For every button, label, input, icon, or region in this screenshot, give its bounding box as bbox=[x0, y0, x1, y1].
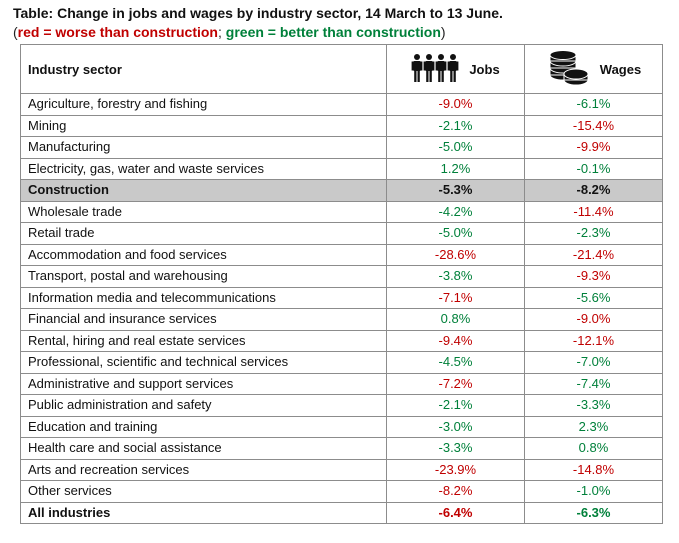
sector-cell: Transport, postal and warehousing bbox=[20, 265, 387, 288]
jobs-cell: -5.0% bbox=[386, 136, 525, 159]
wages-cell: -8.2% bbox=[524, 179, 663, 202]
jobs-cell: -2.1% bbox=[386, 394, 525, 417]
sector-cell: Other services bbox=[20, 480, 387, 503]
table-row: Public administration and safety -2.1% -3.… bbox=[20, 394, 663, 417]
legend-green-label: green = better than construction bbox=[225, 24, 441, 40]
sector-cell: Health care and social assistance bbox=[20, 437, 387, 460]
wages-cell: -5.6% bbox=[524, 286, 663, 309]
table-row: Mining -2.1% -15.4% bbox=[20, 114, 663, 137]
jobs-cell: -9.4% bbox=[386, 329, 525, 352]
legend-red-label: red = worse than construction bbox=[17, 24, 218, 40]
jobs-cell: -28.6% bbox=[386, 243, 525, 266]
jobs-header-label: Jobs bbox=[469, 61, 500, 77]
wages-header-label: Wages bbox=[599, 61, 642, 77]
table-row: Transport, postal and warehousing -3.8% -9… bbox=[20, 265, 663, 288]
table-row: Information media and telecommunications… bbox=[20, 286, 663, 309]
sector-cell: Manufacturing bbox=[20, 136, 387, 159]
sector-cell: Mining bbox=[20, 114, 387, 137]
jobs-cell: -5.3% bbox=[386, 179, 525, 202]
sector-cell: Wholesale trade bbox=[20, 200, 387, 223]
color-legend: (red = worse than construction; green = … bbox=[13, 24, 446, 40]
legend-separator: ; bbox=[218, 24, 226, 40]
wages-cell: -21.4% bbox=[524, 243, 663, 266]
wages-cell: -9.3% bbox=[524, 265, 663, 288]
wages-cell: -3.3% bbox=[524, 394, 663, 417]
wages-cell: -6.3% bbox=[524, 501, 663, 524]
table-row: Professional, scientific and technical s… bbox=[20, 351, 663, 374]
jobs-cell: -8.2% bbox=[386, 480, 525, 503]
table-row: Arts and recreation services -23.9% -14.8% bbox=[20, 458, 663, 481]
table-row: Agriculture, forestry and fishing -9.0% -6… bbox=[20, 93, 663, 116]
wages-cell: -15.4% bbox=[524, 114, 663, 137]
table-row: Manufacturing -5.0% -9.9% bbox=[20, 136, 663, 159]
header-row: Industry sector Jobs bbox=[20, 44, 663, 94]
table-title: Table: Change in jobs and wages by indus… bbox=[13, 5, 503, 21]
wages-cell: -11.4% bbox=[524, 200, 663, 223]
table-row: Administrative and support services -7.2%… bbox=[20, 372, 663, 395]
sector-cell: Retail trade bbox=[20, 222, 387, 245]
legend-close: ) bbox=[440, 24, 446, 40]
jobs-cell: -6.4% bbox=[386, 501, 525, 524]
jobs-cell: -4.5% bbox=[386, 351, 525, 374]
table-row: Retail trade -5.0% -2.3% bbox=[20, 222, 663, 245]
table-row: Accommodation and food services -28.6% -21… bbox=[20, 243, 663, 266]
sector-cell: Information media and telecommunications bbox=[20, 286, 387, 309]
sector-cell: Agriculture, forestry and fishing bbox=[20, 93, 387, 116]
jobs-cell: -2.1% bbox=[386, 114, 525, 137]
table-row: Education and training -3.0% 2.3% bbox=[20, 415, 663, 438]
people-icon bbox=[411, 53, 459, 86]
sector-cell: Public administration and safety bbox=[20, 394, 387, 417]
wages-cell: -1.0% bbox=[524, 480, 663, 503]
jobs-cell: -7.1% bbox=[386, 286, 525, 309]
jobs-wages-table: Industry sector Jobs bbox=[20, 44, 663, 524]
wages-cell: -7.4% bbox=[524, 372, 663, 395]
wages-cell: -9.0% bbox=[524, 308, 663, 331]
wages-cell: -12.1% bbox=[524, 329, 663, 352]
sector-cell: Education and training bbox=[20, 415, 387, 438]
table-row: Financial and insurance services 0.8% -9.0… bbox=[20, 308, 663, 331]
sector-cell: Professional, scientific and technical s… bbox=[20, 351, 387, 374]
jobs-cell: 1.2% bbox=[386, 157, 525, 180]
jobs-cell: -5.0% bbox=[386, 222, 525, 245]
sector-cell: Construction bbox=[20, 179, 387, 202]
wages-cell: -7.0% bbox=[524, 351, 663, 374]
wages-cell: -6.1% bbox=[524, 93, 663, 116]
wages-header: Wages bbox=[524, 44, 663, 94]
jobs-cell: -3.0% bbox=[386, 415, 525, 438]
sector-cell: Administrative and support services bbox=[20, 372, 387, 395]
table-row-total: All industries -6.4% -6.3% bbox=[20, 501, 663, 524]
legend-open: ( bbox=[13, 24, 18, 40]
table-row: Wholesale trade -4.2% -11.4% bbox=[20, 200, 663, 223]
sector-cell: Rental, hiring and real estate services bbox=[20, 329, 387, 352]
jobs-cell: -7.2% bbox=[386, 372, 525, 395]
jobs-cell: -23.9% bbox=[386, 458, 525, 481]
wages-cell: -14.8% bbox=[524, 458, 663, 481]
jobs-cell: -3.3% bbox=[386, 437, 525, 460]
jobs-cell: -3.8% bbox=[386, 265, 525, 288]
wages-cell: -9.9% bbox=[524, 136, 663, 159]
table-row: Electricity, gas, water and waste servic… bbox=[20, 157, 663, 180]
table-row-construction: Construction -5.3% -8.2% bbox=[20, 179, 663, 202]
sector-cell: Arts and recreation services bbox=[20, 458, 387, 481]
jobs-cell: -4.2% bbox=[386, 200, 525, 223]
jobs-cell: 0.8% bbox=[386, 308, 525, 331]
wages-cell: 2.3% bbox=[524, 415, 663, 438]
wages-cell: 0.8% bbox=[524, 437, 663, 460]
coins-icon bbox=[546, 49, 590, 89]
sector-cell: Accommodation and food services bbox=[20, 243, 387, 266]
jobs-header: Jobs bbox=[386, 44, 525, 94]
table-row: Health care and social assistance -3.3% 0.… bbox=[20, 437, 663, 460]
table-row: Rental, hiring and real estate services -… bbox=[20, 329, 663, 352]
sector-cell: Electricity, gas, water and waste servic… bbox=[20, 157, 387, 180]
wages-cell: -2.3% bbox=[524, 222, 663, 245]
jobs-cell: -9.0% bbox=[386, 93, 525, 116]
sector-cell: Financial and insurance services bbox=[20, 308, 387, 331]
table-row: Other services -8.2% -1.0% bbox=[20, 480, 663, 503]
wages-cell: -0.1% bbox=[524, 157, 663, 180]
sector-header: Industry sector bbox=[20, 44, 387, 94]
sector-cell: All industries bbox=[20, 501, 387, 524]
